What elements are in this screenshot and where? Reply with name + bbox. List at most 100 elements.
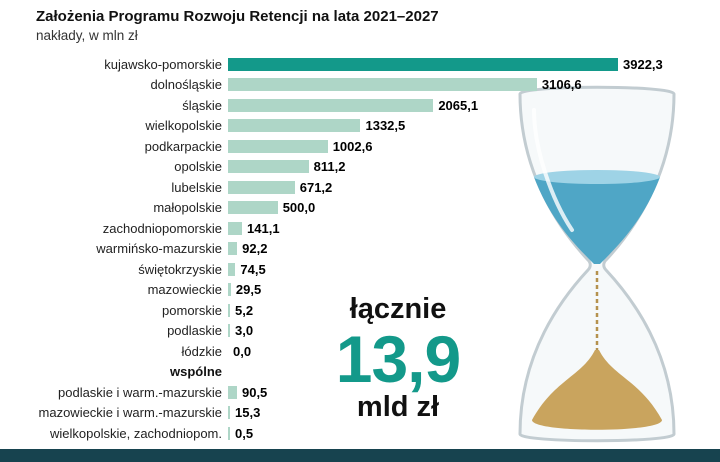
bar-row: mazowieckie 29,5 <box>0 280 720 301</box>
category-label: kujawsko-pomorskie <box>104 56 222 72</box>
bar-row: zachodniopomorskie 141,1 <box>0 218 720 239</box>
value-label: 3,0 <box>235 323 254 339</box>
bar-area: 5,2 <box>228 300 720 321</box>
category-label: małopolskie <box>153 200 222 216</box>
bar-area: 92,2 <box>228 239 720 260</box>
bar-row: łódzkie 0,0 <box>0 341 720 362</box>
bar <box>228 385 237 399</box>
value-label: 500,0 <box>282 200 316 216</box>
summary-value: 13,9 <box>335 321 461 396</box>
bar-area: 15,3 <box>228 403 720 424</box>
value-label: 3106,6 <box>541 77 582 93</box>
bar-area: 2065,1 <box>228 95 720 116</box>
bar <box>228 221 243 235</box>
bar-area: 500,0 <box>228 198 720 219</box>
bar-row: opolskie 811,2 <box>0 157 720 178</box>
category-label: świętokrzyskie <box>138 261 222 277</box>
bar-row: wielkopolskie, zachodniopom. 0,5 <box>0 423 720 444</box>
bar-area: 90,5 <box>228 382 720 403</box>
bar-area: 0,0 <box>228 341 720 362</box>
bar <box>228 98 434 112</box>
category-label: lubelskie <box>171 179 222 195</box>
category-label: wielkopolskie <box>145 118 222 134</box>
bar-area: 74,5 <box>228 259 720 280</box>
bar-area: 0,5 <box>228 423 720 444</box>
bar-row: dolnośląskie 3106,6 <box>0 75 720 96</box>
category-label: zachodniopomorskie <box>102 220 222 236</box>
total-summary: łącznie 13,9 mld zł <box>296 293 500 424</box>
hourglass-glass-highlight <box>532 108 574 232</box>
chart-subtitle: nakłady, w mln zł <box>36 28 138 43</box>
bar-row: lubelskie 671,2 <box>0 177 720 198</box>
value-label: 671,2 <box>299 179 333 195</box>
bar-row: mazowieckie i warm.-mazurskie 15,3 <box>0 403 720 424</box>
value-label: 0,0 <box>233 343 252 359</box>
value-label: 92,2 <box>242 241 268 257</box>
bar-row: warmińsko-mazurskie 92,2 <box>0 239 720 260</box>
section-header-label: wspólne <box>169 364 222 380</box>
bar <box>228 119 361 133</box>
value-label: 29,5 <box>235 282 262 298</box>
bar <box>228 242 238 256</box>
hourglass-water-surface <box>534 170 660 184</box>
category-label: wielkopolskie, zachodniopom. <box>50 425 222 441</box>
bar <box>228 139 328 153</box>
bar-row: małopolskie 500,0 <box>0 198 720 219</box>
bar-area: 3922,3 <box>228 54 720 75</box>
category-label: mazowieckie i warm.-mazurskie <box>38 405 222 421</box>
page-title: Założenia Programu Rozwoju Retencji na l… <box>36 8 439 25</box>
hourglass-sand <box>532 350 662 430</box>
hourglass-water <box>534 177 660 264</box>
bar-row: świętokrzyskie 74,5 <box>0 259 720 280</box>
total-unit: mld zł <box>356 390 440 423</box>
category-label: podlaskie i warm.-mazurskie <box>58 384 222 400</box>
value-label: 1002,6 <box>332 138 373 154</box>
bar-area: 141,1 <box>228 218 720 239</box>
category-label: pomorskie <box>162 302 222 318</box>
hourglass-illustration <box>518 85 676 443</box>
bar <box>228 57 618 71</box>
bar <box>228 201 278 215</box>
section-header-row: wspólne <box>0 362 720 383</box>
bar-row: pomorskie 5,2 <box>0 300 720 321</box>
value-label: 811,2 <box>313 159 346 175</box>
value-label: 15,3 <box>235 405 261 421</box>
bar-area: 29,5 <box>228 280 720 301</box>
value-label: 90,5 <box>241 384 268 400</box>
bar-area: 3,0 <box>228 321 720 342</box>
bar-area: 1002,6 <box>228 136 720 157</box>
value-label: 1332,5 <box>365 118 406 134</box>
bar <box>228 283 231 297</box>
bar-area: 3106,6 <box>228 75 720 96</box>
category-label: opolskie <box>174 159 222 175</box>
bar <box>228 406 230 420</box>
value-label: 2065,1 <box>438 97 479 113</box>
bar <box>228 303 230 317</box>
bar-row: wielkopolskie 1332,5 <box>0 116 720 137</box>
bar <box>228 324 230 338</box>
value-label: 141,1 <box>247 220 280 236</box>
value-label: 0,5 <box>235 425 254 441</box>
category-label: podlaskie <box>167 323 222 339</box>
category-label: łódzkie <box>181 343 222 359</box>
bar <box>228 426 230 440</box>
bar-row: podkarpackie 1002,6 <box>0 136 720 157</box>
category-label: mazowieckie <box>147 282 222 298</box>
bar-row: podlaskie 3,0 <box>0 321 720 342</box>
bar <box>228 160 309 174</box>
category-label: podkarpackie <box>144 138 222 154</box>
bar-area: 1332,5 <box>228 116 720 137</box>
value-label: 5,2 <box>235 302 254 318</box>
value-label: 74,5 <box>240 261 266 277</box>
bar-row: śląskie 2065,1 <box>0 95 720 116</box>
bar-row: podlaskie i warm.-mazurskie 90,5 <box>0 382 720 403</box>
category-label: warmińsko-mazurskie <box>96 241 222 257</box>
bar <box>228 78 537 92</box>
bar <box>228 262 236 276</box>
bar-rows: kujawsko-pomorskie 3922,3 dolnośląskie 3106… <box>0 54 720 444</box>
bar-row: kujawsko-pomorskie 3922,3 <box>0 54 720 75</box>
bar-chart: kujawsko-pomorskie 3922,3 dolnośląskie 3106… <box>0 54 720 444</box>
category-label: śląskie <box>182 97 222 113</box>
total-label: łącznie <box>349 293 447 325</box>
